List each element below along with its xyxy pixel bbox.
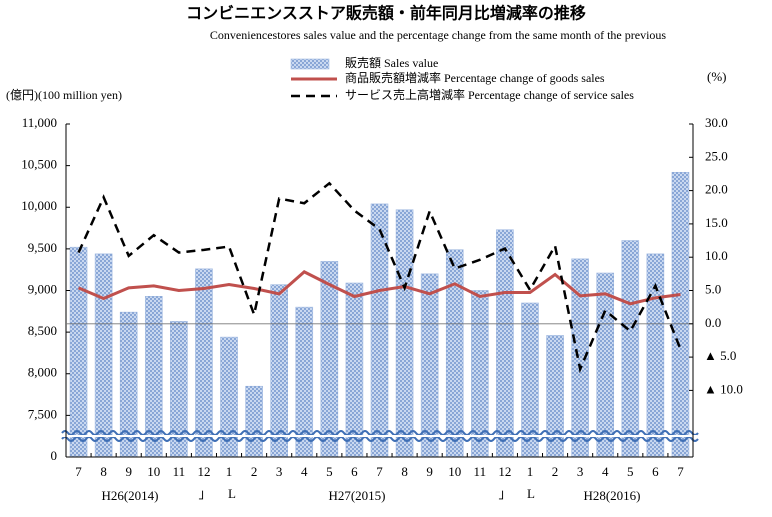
- bar: [94, 253, 113, 458]
- y2-axis-title: (%): [707, 69, 727, 84]
- period-label: H28(2016): [583, 488, 640, 503]
- bar: [420, 273, 439, 458]
- x-tick-label: 11: [474, 464, 487, 479]
- x-tick-label: 1: [527, 464, 534, 479]
- x-tick-label: 8: [401, 464, 408, 479]
- bar: [496, 229, 514, 458]
- x-tick-label: 4: [602, 464, 609, 479]
- x-tick-label: 6: [652, 464, 659, 479]
- bar: [671, 171, 690, 458]
- legend-swatch: [290, 58, 330, 70]
- x-tick-label: 12: [498, 464, 511, 479]
- axis-break-gap: [62, 435, 697, 437]
- bar: [245, 385, 263, 458]
- y-axis-title: (億円)(100 million yen): [6, 88, 122, 102]
- x-tick-label: 7: [75, 464, 82, 479]
- y2-tick-label: 20.0: [705, 182, 728, 197]
- legend-label: 商品販売額増減率 Percentage change of goods sale…: [345, 70, 605, 85]
- x-tick-label: 2: [552, 464, 559, 479]
- chart-subtitle: Conveniencestores sales value and the pe…: [210, 28, 667, 42]
- y2-tick-label: 0.0: [705, 315, 721, 330]
- x-tick-label: 9: [426, 464, 433, 479]
- x-tick-label: 12: [197, 464, 210, 479]
- period-separator: 」: [498, 486, 511, 501]
- y-tick-label: 9,500: [28, 240, 57, 255]
- x-tick-label: 10: [147, 464, 160, 479]
- y2-tick-label: 30.0: [705, 115, 728, 130]
- x-tick-label: 6: [351, 464, 358, 479]
- y2-tick-label: 5.0: [705, 281, 721, 296]
- bar: [69, 246, 88, 458]
- x-tick-label: 3: [276, 464, 283, 479]
- bar: [370, 203, 389, 458]
- period-label: H27(2015): [328, 488, 385, 503]
- x-tick-label: 3: [577, 464, 584, 479]
- x-tick-label: 7: [376, 464, 383, 479]
- y-tick-label: 8,000: [28, 365, 57, 380]
- legend-label: 販売額 Sales value: [345, 55, 438, 70]
- chart-title: コンビニエンスストア販売額・前年同月比増減率の推移: [186, 4, 586, 23]
- y2-tick-label: ▲ 5.0: [704, 348, 736, 363]
- y-tick-label: 10,500: [21, 157, 57, 172]
- bar: [144, 296, 163, 458]
- y2-tick-label: 15.0: [705, 215, 728, 230]
- x-tick-label: 11: [173, 464, 186, 479]
- y-tick-label: 7,500: [28, 406, 57, 421]
- period-separator: 」: [198, 486, 211, 501]
- period-separator: L: [228, 486, 236, 501]
- axis-break: [61, 436, 699, 442]
- y-tick-label: 9,000: [28, 281, 57, 296]
- x-tick-label: 8: [100, 464, 107, 479]
- period-separator: L: [527, 486, 535, 501]
- y2-tick-label: ▲ 10.0: [704, 381, 743, 396]
- x-tick-label: 5: [627, 464, 634, 479]
- y2-tick-label: 10.0: [705, 248, 728, 263]
- bar: [596, 272, 615, 458]
- x-tick-label: 7: [677, 464, 684, 479]
- bar: [621, 240, 640, 458]
- x-tick-label: 9: [125, 464, 132, 479]
- bar: [445, 249, 464, 458]
- y-tick-label: 8,500: [28, 323, 57, 338]
- y2-tick-label: 25.0: [705, 148, 728, 163]
- x-tick-label: 5: [326, 464, 333, 479]
- bar: [320, 261, 339, 458]
- y-tick-label: 10,000: [21, 198, 57, 213]
- x-tick-label: 2: [251, 464, 258, 479]
- period-label: H26(2014): [101, 488, 158, 503]
- x-tick-label: 10: [448, 464, 461, 479]
- line-series: [77, 270, 681, 306]
- bar: [195, 268, 213, 458]
- x-tick-label: 1: [226, 464, 233, 479]
- legend-label: サービス売上高増減率 Percentage change of service …: [345, 87, 634, 102]
- y-tick-label: 0: [51, 448, 58, 463]
- bar: [395, 209, 414, 458]
- line-series: [77, 181, 682, 374]
- x-tick-label: 4: [301, 464, 308, 479]
- y-tick-label: 11,000: [22, 115, 57, 130]
- axis-break: [61, 430, 699, 436]
